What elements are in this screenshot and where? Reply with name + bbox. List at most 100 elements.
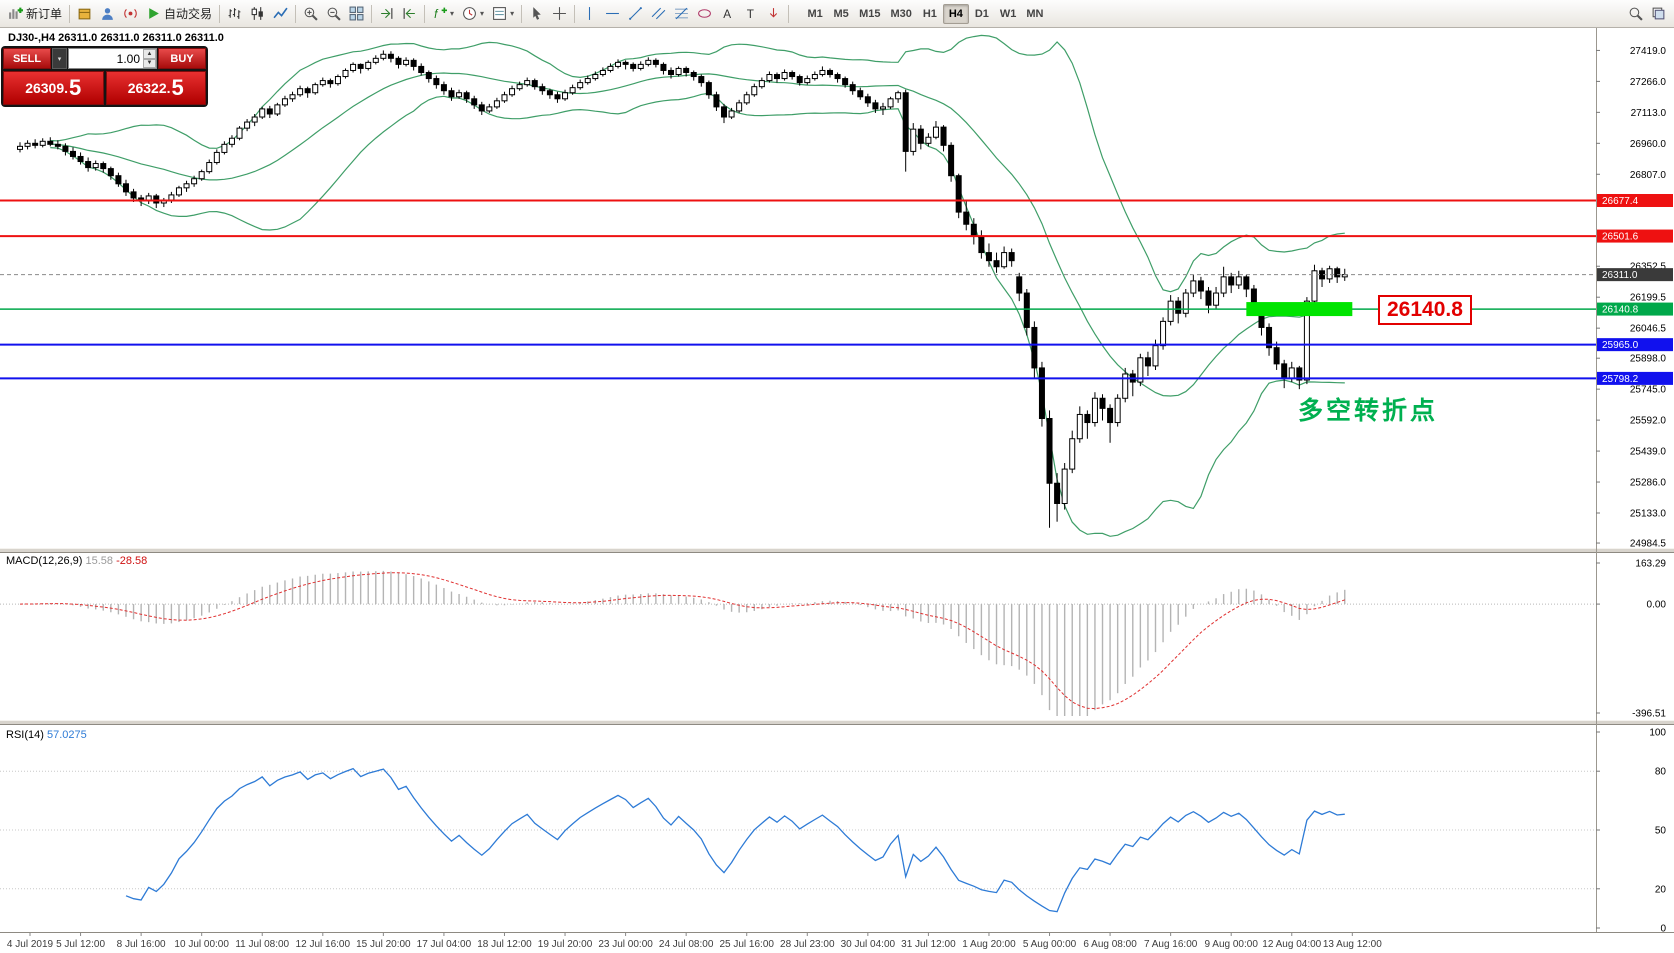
indicators-button[interactable]: f ▾ — [428, 2, 458, 25]
new-order-button[interactable]: 新订单 — [4, 2, 66, 25]
crosshair-icon — [553, 7, 567, 20]
play-icon — [149, 8, 159, 19]
timeframe-d1-button[interactable]: D1 — [974, 7, 989, 20]
lot-increase-button[interactable]: ▲ — [143, 49, 156, 59]
price-axis-label: 26140.8 — [1602, 305, 1639, 316]
macd-pane — [19, 570, 1346, 716]
fibonacci-button[interactable] — [670, 2, 693, 25]
timeframe-m30-button[interactable]: M30 — [890, 7, 912, 20]
zoom-in-button[interactable] — [299, 2, 322, 25]
lot-decrease-button[interactable]: ▼ — [143, 58, 156, 68]
market-watch-button[interactable] — [73, 2, 96, 25]
sell-button[interactable]: SELL — [3, 48, 51, 69]
timeframe-m5-button[interactable]: M5 — [833, 7, 849, 20]
periods-button[interactable]: ▾ — [458, 2, 488, 25]
bars-icon — [228, 8, 241, 19]
lot-dropdown-button[interactable]: ▾ — [52, 48, 67, 69]
bar-chart-button[interactable] — [223, 2, 246, 25]
highlight-rectangle[interactable] — [1246, 302, 1353, 317]
candlestick-chart[interactable]: 27419.0 27266.0 27113.0 26960.0 26807.0 26352… — [0, 28, 1674, 953]
toolbar-separator — [574, 4, 576, 23]
price-axis-label: 26677.4 — [1602, 196, 1639, 207]
price-axis-label: 25965.0 — [1602, 340, 1639, 351]
time-axis-label: 28 Jul 23:00 — [780, 939, 835, 950]
zoom-out-button[interactable] — [322, 2, 345, 25]
chart-window[interactable]: 27419.0 27266.0 27113.0 26960.0 26807.0 26352… — [0, 28, 1674, 953]
horizontal-line-button[interactable] — [601, 2, 624, 25]
channel-button[interactable] — [647, 2, 670, 25]
price-axis-label: 27266.0 — [1630, 77, 1667, 88]
market-icon — [78, 8, 91, 20]
window-list-button[interactable] — [1647, 2, 1670, 25]
price-axis-label: 26046.5 — [1630, 324, 1667, 335]
arrow-icon — [769, 8, 778, 18]
timeframe-toolbar: M1 M5 M15 M30 H1 H4 D1 W1 MN — [802, 3, 1048, 24]
buy-button[interactable]: BUY — [158, 48, 206, 69]
candlestick-chart-button[interactable] — [246, 2, 269, 25]
bollinger-bands — [50, 34, 1345, 537]
time-axis-label: 10 Jul 00:00 — [174, 939, 229, 950]
label-button[interactable]: T — [739, 2, 762, 25]
alerts-button[interactable] — [119, 2, 142, 25]
timeframe-m15-button[interactable]: M15 — [859, 7, 881, 20]
price-axis[interactable]: 27419.0 27266.0 27113.0 26960.0 26807.0 26352… — [1596, 46, 1673, 935]
time-axis-label: 31 Jul 12:00 — [901, 939, 956, 950]
text-button[interactable]: A — [716, 2, 739, 25]
time-axis-label: 23 Jul 00:00 — [598, 939, 653, 950]
shapes-icon — [698, 9, 712, 18]
timeframe-w1-button[interactable]: W1 — [999, 7, 1017, 20]
hline-icon — [606, 12, 620, 15]
rsi-pane — [125, 767, 1345, 913]
cursor-button[interactable] — [525, 2, 548, 25]
turning-point-annotation[interactable]: 多空转折点 — [1298, 397, 1439, 425]
auto-scroll-button[interactable] — [375, 2, 398, 25]
tile-windows-button[interactable] — [345, 2, 368, 25]
cursor-icon — [533, 7, 541, 20]
price-axis-label: 163.29 — [1635, 559, 1666, 570]
arrows-button[interactable] — [762, 2, 785, 25]
time-axis-label: 30 Jul 04:00 — [841, 939, 896, 950]
timeframe-h1-button[interactable]: H1 — [922, 7, 937, 20]
channel-icon — [651, 7, 666, 20]
svg-text:T: T — [747, 8, 754, 21]
timeframe-m1-button[interactable]: M1 — [807, 7, 823, 20]
key-level-price-label[interactable]: 26140.8 — [1378, 295, 1472, 325]
shapes-button[interactable] — [693, 2, 716, 25]
templates-button[interactable]: ▾ — [488, 2, 518, 25]
shift-icon — [403, 8, 415, 19]
price-axis-label: 100 — [1649, 728, 1666, 739]
price-axis-label: 26311.0 — [1602, 270, 1638, 281]
price-axis-label: 25286.0 — [1630, 478, 1667, 489]
new-order-icon — [9, 7, 23, 19]
time-axis-label: 17 Jul 04:00 — [417, 939, 472, 950]
lot-size-input[interactable] — [69, 49, 143, 68]
search-button[interactable] — [1624, 2, 1647, 25]
sell-price-button[interactable]: 26309. 5 — [3, 71, 104, 105]
chart-shift-button[interactable] — [398, 2, 421, 25]
price-axis-label: -396.51 — [1632, 709, 1666, 720]
line-chart-button[interactable] — [269, 2, 292, 25]
svg-text:f: f — [434, 8, 439, 21]
time-axis-label: 1 Aug 20:00 — [962, 939, 1016, 950]
chevron-down-icon: ▾ — [510, 9, 515, 18]
time-axis[interactable]: 4 Jul 2019 5 Jul 12:00 8 Jul 16:00 10 Jul 0… — [7, 933, 1382, 950]
time-axis-label: 18 Jul 12:00 — [477, 939, 532, 950]
broadcast-icon — [124, 9, 137, 18]
buy-price-button[interactable]: 26322. 5 — [105, 71, 206, 105]
timeframe-h4-button[interactable]: H4 — [942, 3, 969, 24]
autotrade-button[interactable]: 自动交易 — [142, 2, 216, 25]
price-axis-label: 25592.0 — [1630, 416, 1667, 427]
vertical-line-button[interactable] — [578, 2, 601, 25]
toolbar: 新订单 自动交易 f ▾ ▾ ▾ A T M1 M5 M15 M30 H1 H4 D1 W1 MN — [0, 0, 1674, 28]
crosshair-button[interactable] — [548, 2, 571, 25]
time-axis-label: 11 Jul 08:00 — [235, 939, 289, 950]
price-axis-label: 0.00 — [1647, 600, 1667, 611]
textA-icon: A — [723, 8, 731, 21]
community-button[interactable] — [96, 2, 119, 25]
trendline-button[interactable] — [624, 2, 647, 25]
timeframe-mn-button[interactable]: MN — [1026, 7, 1044, 20]
price-axis-label: 0 — [1660, 924, 1666, 935]
time-axis-label: 7 Aug 16:00 — [1144, 939, 1198, 950]
price-axis-label: 26960.0 — [1630, 139, 1667, 150]
price-axis-label: 80 — [1655, 767, 1667, 778]
